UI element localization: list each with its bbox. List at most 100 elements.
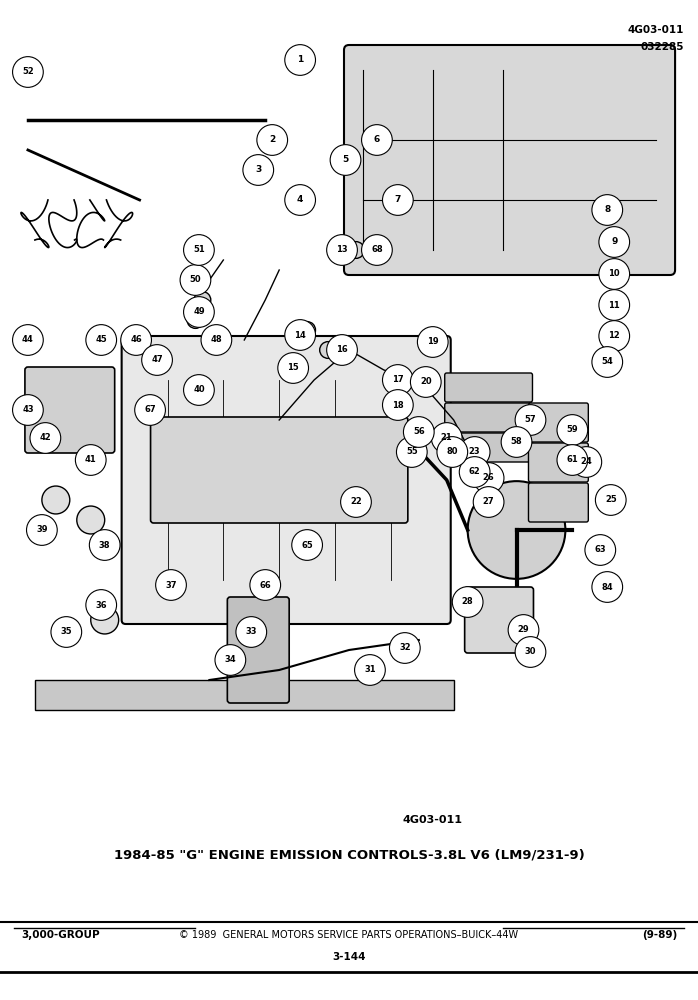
Text: 4G03-011: 4G03-011: [628, 25, 684, 35]
Circle shape: [201, 325, 232, 355]
Circle shape: [592, 195, 623, 225]
Circle shape: [327, 235, 357, 265]
Circle shape: [452, 587, 483, 617]
Text: 67: 67: [144, 406, 156, 414]
Text: 30: 30: [525, 648, 536, 656]
Text: 1: 1: [297, 55, 303, 64]
Text: 49: 49: [193, 308, 205, 316]
Text: 43: 43: [22, 406, 34, 414]
Text: 51: 51: [193, 245, 205, 254]
Text: 20: 20: [420, 377, 431, 386]
Circle shape: [257, 125, 288, 155]
Circle shape: [403, 417, 434, 447]
Circle shape: [77, 506, 105, 534]
Text: 10: 10: [609, 269, 620, 278]
Text: 2: 2: [269, 135, 275, 144]
Circle shape: [236, 617, 267, 647]
Text: 12: 12: [609, 332, 620, 340]
Text: 3-144: 3-144: [332, 952, 366, 962]
Text: 40: 40: [193, 385, 205, 394]
Circle shape: [355, 655, 385, 685]
Text: 7: 7: [394, 196, 401, 205]
Circle shape: [330, 145, 361, 175]
Text: 33: 33: [246, 628, 257, 637]
Circle shape: [599, 290, 630, 320]
FancyBboxPatch shape: [528, 483, 588, 522]
Circle shape: [215, 645, 246, 675]
Circle shape: [571, 447, 602, 477]
Circle shape: [515, 637, 546, 667]
FancyBboxPatch shape: [344, 45, 675, 275]
Circle shape: [396, 437, 427, 467]
Text: 48: 48: [211, 336, 222, 344]
Text: 32: 32: [399, 644, 410, 652]
Circle shape: [75, 445, 106, 475]
Circle shape: [459, 437, 490, 467]
Text: 9: 9: [611, 237, 618, 246]
FancyBboxPatch shape: [121, 336, 451, 624]
FancyBboxPatch shape: [445, 433, 533, 462]
Circle shape: [278, 353, 309, 383]
Text: 59: 59: [567, 426, 578, 434]
Text: 16: 16: [336, 346, 348, 355]
Circle shape: [89, 530, 120, 560]
Circle shape: [599, 321, 630, 351]
Circle shape: [557, 445, 588, 475]
Circle shape: [595, 485, 626, 515]
Circle shape: [299, 322, 315, 338]
FancyBboxPatch shape: [528, 443, 588, 482]
Circle shape: [437, 437, 468, 467]
Text: 28: 28: [462, 597, 473, 606]
Circle shape: [383, 185, 413, 215]
Circle shape: [184, 235, 214, 265]
Circle shape: [508, 615, 539, 645]
Circle shape: [187, 312, 204, 328]
Circle shape: [515, 405, 546, 435]
Text: 31: 31: [364, 666, 376, 674]
Text: 55: 55: [406, 448, 417, 456]
Circle shape: [473, 487, 504, 517]
Text: 14: 14: [295, 330, 306, 340]
Circle shape: [585, 535, 616, 565]
Circle shape: [135, 395, 165, 425]
Circle shape: [27, 515, 57, 545]
Circle shape: [501, 427, 532, 457]
Circle shape: [285, 320, 315, 350]
Text: 22: 22: [350, 497, 362, 506]
FancyBboxPatch shape: [445, 373, 533, 402]
Text: 3: 3: [255, 165, 261, 174]
Text: 17: 17: [392, 375, 403, 384]
Text: 66: 66: [260, 580, 271, 589]
Circle shape: [86, 590, 117, 620]
Text: 29: 29: [518, 626, 529, 635]
Circle shape: [473, 463, 504, 493]
Text: 50: 50: [190, 275, 201, 284]
Text: 4G03-011: 4G03-011: [403, 815, 463, 825]
Circle shape: [348, 242, 364, 258]
Text: 41: 41: [85, 456, 96, 464]
Circle shape: [243, 155, 274, 185]
Circle shape: [592, 347, 623, 377]
Text: 57: 57: [525, 416, 536, 424]
Circle shape: [13, 57, 43, 87]
Circle shape: [410, 367, 441, 397]
FancyBboxPatch shape: [151, 417, 408, 523]
Text: 68: 68: [371, 245, 383, 254]
Text: 52: 52: [22, 68, 34, 77]
Circle shape: [42, 486, 70, 514]
Text: 18: 18: [392, 400, 403, 410]
Circle shape: [320, 342, 336, 358]
Circle shape: [383, 365, 413, 395]
Circle shape: [383, 390, 413, 420]
Circle shape: [142, 345, 172, 375]
Circle shape: [417, 327, 448, 357]
Circle shape: [285, 185, 315, 215]
Circle shape: [13, 395, 43, 425]
Text: 37: 37: [165, 580, 177, 589]
Text: 11: 11: [609, 300, 620, 310]
Text: 1984-85 "G" ENGINE EMISSION CONTROLS-3.8L V6 (LM9/231-9): 1984-85 "G" ENGINE EMISSION CONTROLS-3.8…: [114, 848, 584, 861]
FancyBboxPatch shape: [228, 597, 289, 703]
Text: 23: 23: [469, 448, 480, 456]
Text: 47: 47: [151, 356, 163, 364]
Circle shape: [13, 325, 43, 355]
